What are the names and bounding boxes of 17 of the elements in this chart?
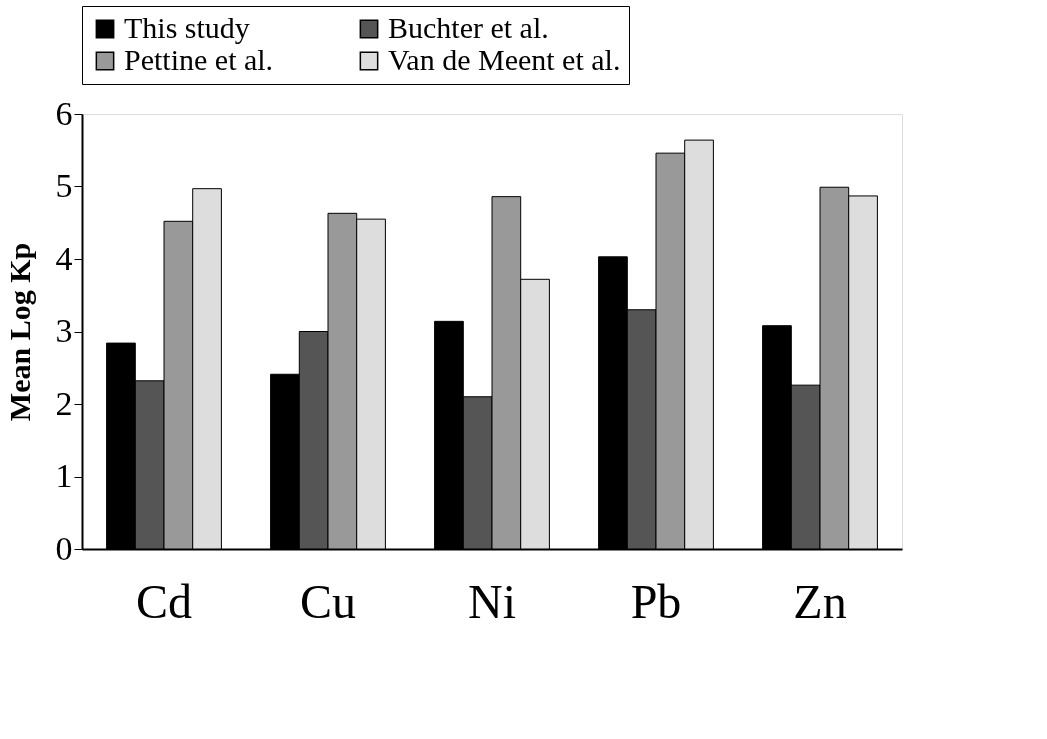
y-tick-label: 0: [55, 529, 73, 567]
legend-label: Pettine et al.: [124, 43, 274, 76]
y-tick-label: 4: [55, 239, 73, 277]
x-tick-label: Cd: [135, 574, 193, 628]
y-tick-label: 5: [55, 167, 73, 204]
legend-label: Van de Meent et al.: [388, 43, 621, 76]
x-tick-label: Zn: [793, 574, 847, 628]
y-tick-label: 2: [55, 384, 73, 422]
x-tick-label: Ni: [468, 574, 516, 628]
legend-label: This study: [124, 11, 250, 44]
y-tick-label: 6: [55, 94, 73, 132]
legend-label: Buchter et al.: [388, 11, 549, 44]
x-tick-label: Cu: [299, 574, 357, 628]
y-tick-label: 3: [55, 312, 73, 349]
y-tick-label: 1: [55, 457, 73, 494]
x-tick-label: Pb: [630, 574, 682, 628]
y-axis-title: Mean Log Kp: [2, 242, 36, 422]
